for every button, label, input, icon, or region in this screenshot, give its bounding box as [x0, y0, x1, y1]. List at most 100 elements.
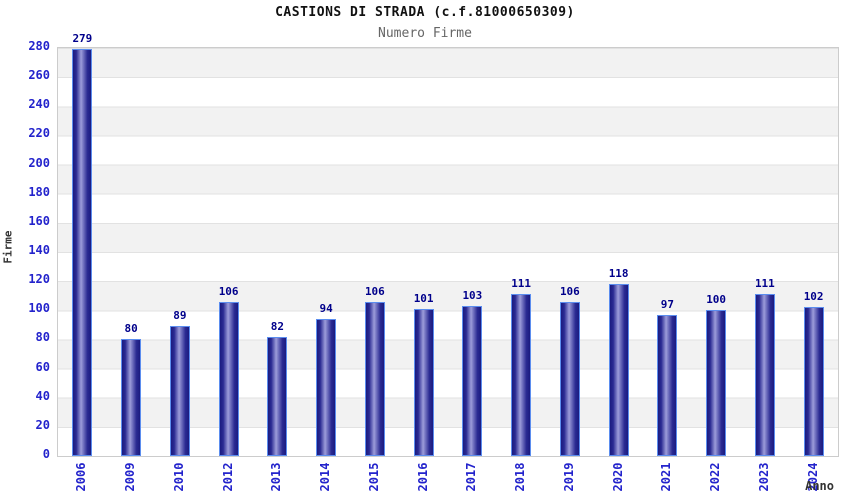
x-tick-slot: 2022 — [691, 456, 740, 500]
bar-value-label: 103 — [462, 288, 483, 302]
x-tick-slot: 2013 — [252, 456, 301, 500]
bar-value-label: 111 — [511, 277, 532, 291]
bar — [364, 301, 385, 456]
y-tick-label: 180 — [28, 184, 50, 199]
bar-slot: 89 — [156, 48, 205, 456]
bar-slot: 82 — [253, 48, 302, 456]
x-tick-slot: 2020 — [593, 456, 642, 500]
x-tick-slot: 2017 — [447, 456, 496, 500]
bar-value-label: 118 — [608, 267, 629, 281]
bar-value-label: 82 — [270, 319, 284, 333]
x-tick-slot: 2018 — [496, 456, 545, 500]
bar-value-label: 101 — [413, 291, 434, 305]
bar-slot: 106 — [546, 48, 595, 456]
bar-series: 279 80 89 106 82 94 106 101 103 111 106 118 97 100 111… — [58, 32, 838, 456]
x-tick-slot: 2019 — [545, 456, 594, 500]
y-tick-label: 260 — [28, 68, 50, 83]
bar — [413, 308, 434, 456]
bar-slot: 103 — [448, 48, 497, 456]
bar — [657, 314, 678, 456]
bar-slot: 101 — [399, 48, 448, 456]
bar-value-label: 111 — [754, 277, 775, 291]
y-tick-label: 20 — [35, 417, 50, 432]
bar-value-label: 80 — [124, 322, 138, 336]
y-tick-label: 140 — [28, 243, 50, 257]
x-tick-slot: 2021 — [642, 456, 691, 500]
y-tick-label: 0 — [42, 447, 50, 461]
y-tick-label: 60 — [35, 359, 50, 374]
bar — [218, 301, 239, 456]
x-tick-slot: 2015 — [350, 456, 399, 500]
x-tick-slot: 2024 — [788, 456, 837, 500]
bar — [706, 310, 727, 456]
x-tick-label: 2022 — [708, 462, 723, 492]
x-tick-slot: 2006 — [57, 456, 106, 500]
bar-slot: 100 — [692, 48, 741, 456]
bar-slot: 94 — [302, 48, 351, 456]
bar-slot: 118 — [594, 48, 643, 456]
x-tick-label: 2017 — [464, 462, 479, 492]
plot-area: 279 80 89 106 82 94 106 101 103 111 106 118 97 100 111… — [57, 32, 839, 457]
bar — [559, 301, 580, 456]
x-tick-label: 2012 — [220, 462, 235, 492]
x-tick-slot: 2010 — [155, 456, 204, 500]
x-tick-label: 2015 — [366, 462, 381, 492]
bar-value-label: 106 — [218, 284, 239, 298]
x-axis: 2006 2009 2010 2012 2013 2014 2015 2016 2017 2018… — [57, 456, 837, 500]
bar-slot: 111 — [497, 48, 546, 456]
bar-value-label: 97 — [660, 297, 674, 311]
y-tick-label: 220 — [28, 126, 50, 141]
x-tick-label: 2021 — [659, 462, 674, 492]
bar-value-label: 102 — [803, 290, 824, 304]
x-tick-slot: 2023 — [740, 456, 789, 500]
bar — [169, 326, 190, 456]
x-tick-label: 2013 — [269, 462, 284, 492]
chart-title: CASTIONS DI STRADA (c.f.81000650309) — [275, 5, 575, 20]
bar-value-label: 106 — [559, 284, 580, 298]
x-tick-slot: 2014 — [301, 456, 350, 500]
bar — [121, 339, 142, 456]
y-tick-label: 120 — [28, 272, 50, 287]
x-tick-slot: 2016 — [398, 456, 447, 500]
bar-slot: 102 — [789, 48, 838, 456]
bar — [316, 319, 337, 456]
bar — [803, 307, 824, 456]
y-tick-label: 200 — [28, 155, 50, 170]
x-tick-label: 2006 — [74, 462, 89, 492]
bar — [511, 294, 532, 456]
bar-value-label: 89 — [173, 309, 187, 323]
bar — [608, 284, 629, 456]
x-axis-title: Anno — [805, 479, 834, 493]
bar — [267, 336, 288, 456]
chart-subtitle: Numero Firme — [378, 26, 472, 41]
bar — [462, 305, 483, 456]
bar-slot: 279 — [58, 32, 107, 456]
bar-slot: 106 — [351, 48, 400, 456]
x-tick-label: 2018 — [513, 462, 528, 492]
y-tick-label: 80 — [35, 330, 50, 345]
x-tick-label: 2014 — [318, 462, 333, 492]
x-tick-label: 2016 — [415, 462, 430, 492]
bar-value-label: 279 — [72, 32, 93, 46]
bar-slot: 106 — [204, 48, 253, 456]
bar-slot: 111 — [741, 48, 790, 456]
x-tick-slot: 2009 — [106, 456, 155, 500]
bar-value-label: 106 — [364, 284, 385, 298]
x-tick-label: 2019 — [561, 462, 576, 492]
x-tick-label: 2020 — [610, 462, 625, 492]
y-tick-label: 160 — [28, 213, 50, 228]
bar-slot: 97 — [643, 48, 692, 456]
bar-value-label: 100 — [706, 293, 727, 307]
y-tick-label: 100 — [28, 301, 50, 316]
y-axis: 0 20 40 60 80 100 120 140 160 180 200 220 240 260 280 — [0, 0, 52, 500]
bar-value-label: 94 — [319, 302, 333, 316]
bar-slot: 80 — [107, 48, 156, 456]
bar — [754, 294, 775, 456]
x-tick-label: 2010 — [171, 462, 186, 492]
x-tick-slot: 2012 — [203, 456, 252, 500]
x-tick-label: 2009 — [123, 462, 138, 492]
y-tick-label: 280 — [28, 39, 50, 53]
x-tick-label: 2023 — [756, 462, 771, 492]
bar — [72, 49, 93, 456]
